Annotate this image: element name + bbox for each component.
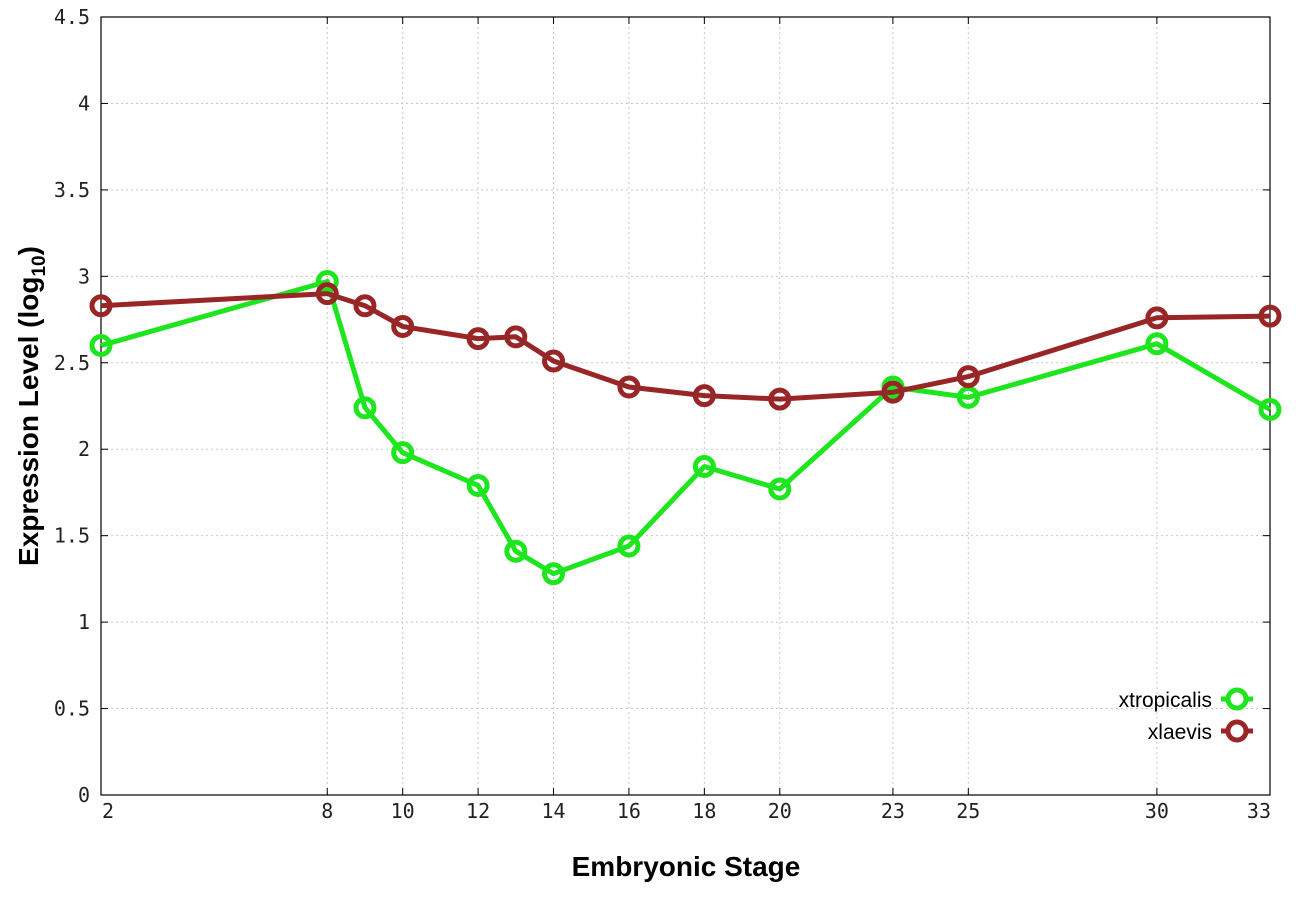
series-line-xtropicalis xyxy=(100,279,1272,577)
data-point-xlaevis xyxy=(692,384,716,408)
x-tick-label: 23 xyxy=(881,799,905,823)
x-tick-label: 25 xyxy=(956,799,980,823)
legend: xtropicalis xlaevis xyxy=(1119,687,1253,744)
data-point-xtropicalis xyxy=(353,396,377,420)
y-axis-title-close: ) xyxy=(13,246,44,255)
data-point-xlaevis xyxy=(353,294,377,318)
legend-marker-xlaevis xyxy=(1225,719,1249,743)
y-tick-label: 3 xyxy=(78,264,90,288)
x-tick-label: 30 xyxy=(1145,799,1169,823)
series-line-xlaevis xyxy=(100,291,1271,402)
data-point-xlaevis xyxy=(466,327,490,351)
series-xtropicalis xyxy=(89,270,1282,586)
y-tick-label: 4.5 xyxy=(54,5,90,29)
data-point-xtropicalis xyxy=(1258,397,1282,421)
plot-frame xyxy=(100,16,1271,796)
data-point-xlaevis xyxy=(956,365,980,389)
y-tick-label: 1 xyxy=(78,610,90,634)
data-point-xtropicalis xyxy=(391,441,415,465)
x-tick-label: 16 xyxy=(617,799,641,823)
data-point-xtropicalis xyxy=(542,562,566,586)
data-point-xtropicalis xyxy=(692,455,716,479)
legend-label-xtropicalis: xtropicalis xyxy=(1119,689,1212,712)
y-tick-label: 1.5 xyxy=(54,524,90,548)
y-tick-label: 2.5 xyxy=(54,351,90,375)
legend-label-xlaevis: xlaevis xyxy=(1148,721,1212,744)
y-axis-title: Expression Level (log10) xyxy=(13,246,50,566)
x-tick-label: 8 xyxy=(321,799,333,823)
data-point-xtropicalis xyxy=(89,333,113,357)
data-point-xtropicalis xyxy=(956,385,980,409)
data-point-xlaevis xyxy=(542,349,566,373)
x-tick-label: 14 xyxy=(541,799,565,823)
legend-marker-xtropicalis xyxy=(1225,687,1249,711)
x-tick-label: 2 xyxy=(102,799,114,823)
y-tick-label: 3.5 xyxy=(54,178,90,202)
data-point-xtropicalis xyxy=(768,477,792,501)
y-tick-label: 4 xyxy=(78,91,90,115)
y-tick-label: 2 xyxy=(78,437,90,461)
y-axis-title-subscript: 10 xyxy=(29,255,50,276)
data-point-xtropicalis xyxy=(504,539,528,563)
data-point-xlaevis xyxy=(1258,304,1282,328)
x-tick-label: 33 xyxy=(1247,799,1271,823)
data-point-xtropicalis xyxy=(315,270,339,294)
data-point-xlaevis xyxy=(617,375,641,399)
x-tick-label: 12 xyxy=(466,799,490,823)
data-point-xlaevis xyxy=(89,294,113,318)
data-point-xtropicalis xyxy=(1145,332,1169,356)
data-point-xlaevis xyxy=(768,387,792,411)
series-layer xyxy=(89,270,1282,586)
data-point-xtropicalis xyxy=(466,474,490,498)
y-axis-title-main: Expression Level (log xyxy=(13,277,44,566)
x-tick-label: 10 xyxy=(391,799,415,823)
data-point-xlaevis xyxy=(504,325,528,349)
data-point-xlaevis xyxy=(881,380,905,404)
y-tick-label: 0 xyxy=(78,783,90,807)
data-point-xlaevis xyxy=(1145,306,1169,330)
data-point-xlaevis xyxy=(315,282,339,306)
x-tick-label: 18 xyxy=(692,799,716,823)
series-xlaevis xyxy=(89,282,1282,411)
axis-ticks: 0 0.5 1 1.5 2 2.5 3 3.5 4 4.5 2 8 10 12 14 16 18 20 23 25 30… xyxy=(54,5,1271,823)
x-tick-label: 20 xyxy=(768,799,792,823)
data-point-xtropicalis xyxy=(617,534,641,558)
y-tick-label: 0.5 xyxy=(54,697,90,721)
data-point-xlaevis xyxy=(391,314,415,338)
grid-lines xyxy=(101,17,1270,795)
x-axis-title: Embryonic Stage xyxy=(572,851,801,882)
